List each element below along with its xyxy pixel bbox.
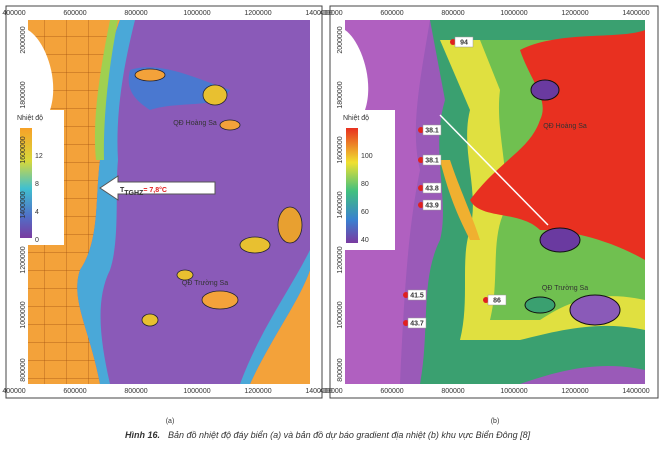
x-tick-label: 1400000: [305, 10, 332, 17]
x-tick-label: 800000: [124, 388, 147, 395]
legend-tick: 80: [361, 181, 369, 188]
x-tick-label: 1400000: [622, 388, 649, 395]
map-a: [5, 5, 323, 399]
marker-dot: [418, 185, 424, 191]
caption-text: Bản đồ nhiệt độ đáy biển (a) và bản đồ d…: [168, 430, 531, 440]
y-tick-label: 1000000: [337, 301, 344, 328]
y-tick-label: 1800000: [20, 81, 27, 108]
y-tick-label: 1200000: [337, 246, 344, 273]
x-tick-label: 600000: [380, 10, 403, 17]
caption-label: Hình 16.: [125, 430, 160, 440]
place-label: QĐ Trường Sa: [542, 285, 588, 292]
y-tick-label: 1400000: [337, 191, 344, 218]
x-tick-label: 1000000: [500, 10, 527, 17]
marker-box: [422, 182, 442, 194]
y-tick-label: 1400000: [20, 191, 27, 218]
y-tick-label: 1600000: [337, 136, 344, 163]
annotation-part: TGHZ: [124, 190, 144, 197]
marker-box: [422, 124, 442, 136]
marker-label: 43.9: [425, 203, 439, 210]
legend-tick: 60: [361, 209, 369, 216]
y-tick-label: 1800000: [337, 81, 344, 108]
y-tick-label: 2000000: [20, 26, 27, 53]
x-tick-label: 800000: [124, 10, 147, 17]
marker-box: [454, 36, 474, 48]
map-b: [329, 5, 659, 399]
marker-box: [422, 199, 442, 211]
y-tick-label: 800000: [20, 358, 27, 381]
marker-label: 94: [460, 40, 468, 47]
y-tick-label: 1600000: [20, 136, 27, 163]
marker-label: 38.1: [425, 158, 439, 165]
x-tick-label: 1000000: [500, 388, 527, 395]
marker-label: 38.1: [425, 128, 439, 135]
marker-dot: [483, 297, 489, 303]
x-tick-label: 400000: [2, 10, 25, 17]
marker-dot: [418, 157, 424, 163]
place-label: QĐ Hoàng Sa: [543, 123, 587, 130]
marker-dot: [418, 202, 424, 208]
marker-dot: [418, 127, 424, 133]
x-tick-label: 1200000: [561, 10, 588, 17]
x-tick-label: 600000: [63, 10, 86, 17]
legend-tick: 0: [35, 237, 39, 244]
panel-label: (a): [166, 418, 175, 425]
panel-label: (b): [491, 418, 500, 425]
annotation-part: T: [120, 187, 125, 194]
legend-tick: 12: [35, 153, 43, 160]
x-tick-label: 1200000: [244, 10, 271, 17]
y-tick-label: 1200000: [20, 246, 27, 273]
marker-label: 43.8: [425, 186, 439, 193]
place-label: QĐ Hoàng Sa: [173, 120, 217, 127]
place-label: QĐ Trường Sa: [182, 280, 228, 287]
x-tick-label: 800000: [441, 10, 464, 17]
legend-tick: 100: [361, 153, 373, 160]
x-tick-label: 1000000: [183, 10, 210, 17]
legend-tick: 8: [35, 181, 39, 188]
y-tick-label: 2000000: [337, 26, 344, 53]
x-tick-label: 400000: [319, 10, 342, 17]
y-tick-label: 800000: [337, 358, 344, 381]
legend-tick: 40: [361, 237, 369, 244]
marker-box: [407, 317, 427, 329]
marker-label: 86: [493, 298, 501, 305]
x-tick-label: 1400000: [622, 10, 649, 17]
marker-box: [407, 289, 427, 301]
x-tick-label: 600000: [380, 388, 403, 395]
marker-box: [422, 154, 442, 166]
marker-dot: [403, 320, 409, 326]
marker-label: 43.7: [410, 321, 424, 328]
legend-tick: 4: [35, 209, 39, 216]
legend-title: Nhiệt độ: [343, 115, 369, 122]
marker-box: [487, 294, 507, 306]
y-tick-label: 1000000: [20, 301, 27, 328]
x-tick-label: 800000: [441, 388, 464, 395]
x-tick-label: 600000: [63, 388, 86, 395]
x-tick-label: 1200000: [244, 388, 271, 395]
x-tick-label: 1400000: [305, 388, 332, 395]
legend-title: Nhiệt độ: [17, 115, 43, 122]
x-tick-label: 400000: [2, 388, 25, 395]
marker-dot: [450, 39, 456, 45]
marker-dot: [403, 292, 409, 298]
x-tick-label: 400000: [319, 388, 342, 395]
marker-label: 41.5: [410, 293, 424, 300]
x-tick-label: 1200000: [561, 388, 588, 395]
annotation: TTGHZ= 7,8°C: [120, 186, 167, 197]
annotation-part: = 7,8°C: [143, 186, 167, 194]
x-tick-label: 1000000: [183, 388, 210, 395]
